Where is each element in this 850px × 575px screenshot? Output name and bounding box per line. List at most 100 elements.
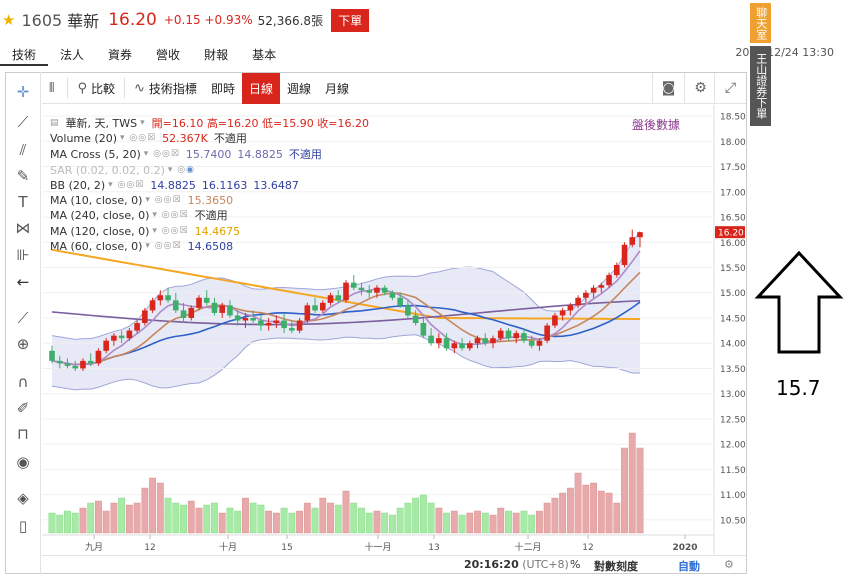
candle-body [412, 315, 419, 324]
trend-line-icon[interactable]: ⟋ [17, 113, 29, 131]
crosshair-icon[interactable]: ✛ [16, 83, 30, 101]
tab-intraday[interactable]: 即時 [210, 81, 235, 96]
candle-body [598, 285, 605, 288]
legend-menu-icon[interactable]: ▾ [140, 118, 146, 128]
volume-bar [319, 497, 327, 534]
volume-bar [156, 482, 164, 534]
collapse-icon[interactable]: ▤ [50, 118, 60, 128]
candle-body [203, 297, 210, 303]
text-tool-icon[interactable]: T [18, 193, 28, 211]
toolbar-divider [67, 78, 69, 98]
candle-body [149, 300, 156, 311]
candle-body [250, 317, 256, 321]
legend-ma240-name: MA (240, close, 0) [50, 208, 150, 222]
price-tick-label: 13.50 [720, 365, 746, 375]
legend-controls-icon[interactable]: ▾ ◎◎☒ [145, 241, 182, 251]
compare-button[interactable]: ⚲ 比較 [70, 73, 122, 104]
price-tick-label: 18.50 [720, 113, 746, 123]
tab-daily[interactable]: 日線 [241, 72, 280, 104]
back-arrow-icon[interactable]: ← [16, 273, 30, 291]
candle-body [134, 323, 140, 331]
order-button[interactable]: 下單 [331, 8, 370, 32]
candle-body [613, 264, 620, 276]
legend-main: ▤ 華新, 天, TWS ▾ 開=16.10 高=16.20 低=15.90 收… [50, 116, 375, 130]
candle-body [319, 302, 326, 311]
legend-ma240-v1: 不適用 [194, 209, 228, 222]
compare-label: 比較 [91, 81, 116, 96]
chart-style-button[interactable]: ⫴ [42, 73, 65, 104]
magnet-icon[interactable]: ∩ [17, 373, 29, 391]
fib-tool-icon[interactable]: ⫽ [19, 141, 27, 159]
candle-body [111, 335, 117, 341]
tab-technical[interactable]: 技術 [0, 44, 49, 66]
annotation-value: 15.7 [776, 376, 821, 400]
trash-icon[interactable]: ▯ [18, 517, 28, 535]
legend-controls-icon[interactable]: ▾ ◎◎☒ [120, 133, 157, 143]
legend-macross-v2: 14.8825 [237, 147, 283, 161]
tab-margin[interactable]: 資券 [108, 48, 133, 62]
gear-icon[interactable]: ⚙ [684, 73, 716, 104]
tab-monthly[interactable]: 月線 [324, 81, 349, 96]
favorite-star-icon[interactable]: ★ [2, 11, 16, 29]
fullscreen-icon[interactable]: ⤢ [714, 73, 746, 104]
candle-body [157, 295, 164, 301]
volume-bar [373, 510, 381, 534]
log-scale-button[interactable]: 對數刻度 [594, 560, 638, 573]
time-tick-label: 2020 [672, 543, 697, 553]
lock-icon[interactable]: ⊓ [17, 425, 29, 443]
indicators-button[interactable]: ∿ 技術指標 [127, 73, 204, 104]
legend-controls-icon[interactable]: ▾ ◎◉ [167, 165, 195, 175]
price-chart[interactable]: 18.50 18.00 17.50 17.00 16.50 16.00 15.50 15.00… [42, 105, 746, 554]
legend-ma240: MA (240, close, 0) ▾ ◎◎☒ 不適用 [50, 208, 234, 223]
brush-icon[interactable]: ✎ [16, 167, 30, 185]
tab-revenue[interactable]: 營收 [156, 48, 181, 62]
ruler-icon[interactable]: ⟋ [17, 309, 29, 327]
tab-weekly[interactable]: 週線 [286, 81, 311, 96]
legend-controls-icon[interactable]: ▾ ◎◎☒ [143, 149, 180, 159]
tab-financials[interactable]: 財報 [204, 48, 229, 62]
volume-bar [334, 504, 342, 534]
percent-scale-button[interactable]: % [570, 558, 581, 571]
candle-body [350, 282, 357, 288]
volume-bar [110, 502, 118, 534]
volume-bar [187, 500, 195, 534]
legend-controls-icon[interactable]: ▾ ◎◎☒ [145, 195, 182, 205]
candle-body [374, 287, 380, 293]
volume-bar [203, 504, 211, 534]
layers-icon[interactable]: ◈ [17, 489, 29, 507]
eye-icon[interactable]: ◉ [16, 453, 30, 471]
candle-body [381, 287, 388, 293]
legend-controls-icon[interactable]: ▾ ◎◎☒ [152, 226, 189, 236]
candle-body [590, 287, 597, 293]
volume-bar [489, 514, 497, 534]
volume-bar [350, 502, 358, 534]
prediction-icon[interactable]: ⊪ [16, 246, 30, 264]
volume-bar [249, 502, 257, 534]
volume-bar [311, 507, 319, 534]
broker-order-button[interactable]: 王山證券下單 [750, 46, 771, 126]
time-tick-label: 十一月 [364, 541, 391, 553]
volume-bar [234, 510, 242, 534]
chat-room-button[interactable]: 聊天室 [750, 3, 771, 43]
tab-basic[interactable]: 基本 [252, 48, 277, 62]
candle-body [389, 292, 396, 298]
candle-body [80, 360, 86, 369]
settings-icon[interactable]: ⚙ [724, 558, 734, 571]
pattern-icon[interactable]: ⋈ [15, 219, 31, 237]
zoom-in-icon[interactable]: ⊕ [16, 335, 30, 353]
camera-icon[interactable]: ◙ [652, 73, 684, 104]
auto-scale-button[interactable]: 自動 [678, 560, 700, 573]
price-tick-label: 10.50 [720, 516, 746, 526]
candle-body [513, 333, 520, 339]
candle-body [56, 360, 63, 364]
lock-drawing-icon[interactable]: ✐ [16, 399, 30, 417]
price-tick-label: 11.00 [720, 491, 746, 501]
candle-body [629, 237, 636, 245]
candle-body [428, 335, 434, 344]
legend-controls-icon[interactable]: ▾ ◎◎☒ [152, 210, 189, 220]
tab-institutional[interactable]: 法人 [60, 48, 85, 62]
legend-controls-icon[interactable]: ▾ ◎◎☒ [108, 180, 145, 190]
candle-body [405, 305, 411, 316]
price-tick-label: 15.00 [720, 289, 746, 299]
last-price-tag [715, 226, 745, 239]
